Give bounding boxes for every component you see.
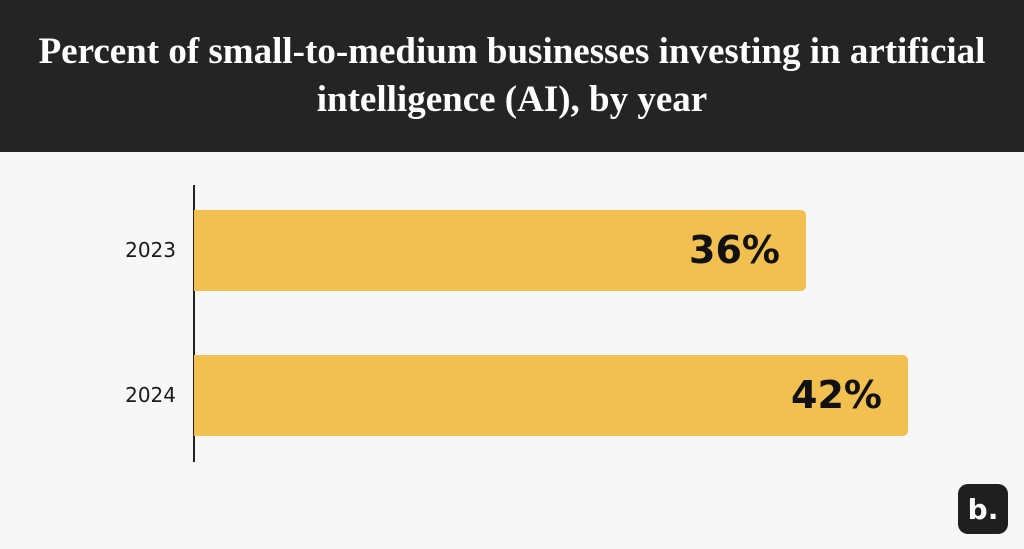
brand-logo: b.: [958, 484, 1008, 534]
header: Percent of small-to-medium businesses in…: [0, 0, 1024, 152]
value-label: 42%: [791, 373, 882, 417]
bar: [194, 210, 806, 291]
bar: [194, 355, 908, 436]
chart-title: Percent of small-to-medium businesses in…: [38, 31, 986, 120]
y-tick-label: 2024: [125, 383, 176, 407]
y-tick-label: 2023: [125, 238, 176, 262]
value-label: 36%: [689, 228, 780, 272]
